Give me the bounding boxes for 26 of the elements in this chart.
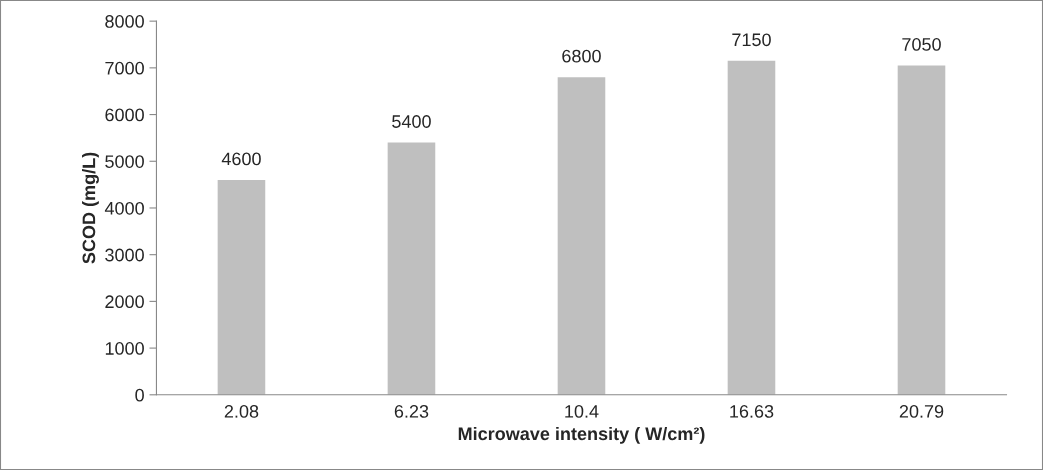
bar bbox=[217, 179, 266, 395]
y-tick-label: 8000 bbox=[105, 15, 144, 28]
y-tick-label: 7000 bbox=[105, 61, 144, 75]
data-label: 7150 bbox=[732, 33, 771, 47]
y-tick-label: 1000 bbox=[105, 342, 144, 355]
data-label: 7050 bbox=[902, 38, 941, 51]
x-tick-label: 6.23 bbox=[394, 405, 429, 418]
data-label: 6800 bbox=[562, 49, 601, 63]
x-tick-label: 16.63 bbox=[730, 405, 774, 418]
y-tick-label: 5000 bbox=[105, 155, 144, 168]
y-axis-title: SCOD (mg/L) bbox=[82, 152, 99, 264]
bar bbox=[557, 77, 606, 395]
bar bbox=[387, 142, 436, 395]
y-tick-label: 2000 bbox=[105, 295, 144, 309]
y-tick-label: 0 bbox=[135, 388, 144, 402]
x-tick-label: 10.4 bbox=[565, 405, 599, 418]
bar bbox=[727, 60, 776, 395]
data-label: 5400 bbox=[392, 115, 431, 128]
x-axis-title: Microwave intensity ( W/cm²) bbox=[458, 426, 705, 444]
bar bbox=[897, 65, 946, 395]
y-tick-label: 3000 bbox=[105, 248, 144, 262]
x-tick-label: 2.08 bbox=[224, 405, 259, 418]
data-label: 4600 bbox=[221, 152, 261, 166]
x-tick-label: 20.79 bbox=[899, 405, 944, 418]
y-tick-label: 6000 bbox=[105, 108, 144, 122]
y-tick-label: 4000 bbox=[104, 201, 144, 215]
